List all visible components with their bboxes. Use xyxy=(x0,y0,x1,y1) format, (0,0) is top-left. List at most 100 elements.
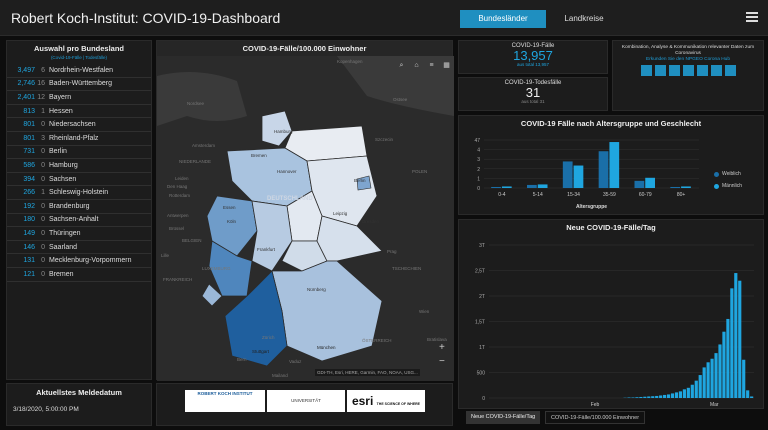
esri-logo[interactable]: esri THE SCIENCE OF WHERE xyxy=(347,390,425,412)
university-logo-text: UNIVERSITÄT xyxy=(291,398,321,403)
map-label-amsterdam: Amsterdam xyxy=(192,143,216,148)
state-name: Hessen xyxy=(49,107,73,115)
university-logo[interactable]: UNIVERSITÄT xyxy=(267,390,345,412)
y-tick-label: 4 xyxy=(477,148,480,154)
state-name: Berlin xyxy=(49,148,67,156)
map-label-denhaag: Den Haag xyxy=(167,184,188,189)
bar-weiblich xyxy=(634,180,645,188)
bar-männlich xyxy=(681,186,691,188)
x-axis-label: Altersgruppe xyxy=(576,204,607,210)
map-label-nuernberg: Nürnberg xyxy=(307,287,326,292)
daily-bar xyxy=(655,395,659,398)
hospital-icon[interactable] xyxy=(696,65,708,76)
state-row[interactable]: 731 0 Berlin xyxy=(7,146,151,160)
vehicle-icon[interactable] xyxy=(710,65,722,76)
tab-neue-faelle[interactable]: Neue COVID-19-Fälle/Tag xyxy=(466,411,541,424)
map-label-hamburg: Hamburg xyxy=(274,129,293,134)
daily-bar xyxy=(738,280,742,398)
state-row[interactable]: 801 0 Niedersachsen xyxy=(7,118,151,132)
tab-faelle-100k[interactable]: COVID-19-Fälle/100.000 Einwohner xyxy=(545,411,646,424)
daily-bar xyxy=(750,396,754,398)
state-name: Thüringen xyxy=(49,229,81,237)
npgeo-hub-link[interactable]: Erkunden Sie den NPGEO Corona Hub xyxy=(646,57,730,62)
map-state-baden-wuerttemberg xyxy=(224,270,288,367)
state-cases: 2,401 xyxy=(17,93,35,101)
daily-bar xyxy=(730,288,734,398)
daily-bar xyxy=(659,395,663,398)
map-list-icon[interactable]: ≡ xyxy=(425,59,438,72)
map-attribution: GDI-TH, Esri, HERE, Garmin, FAO, NOAA, U… xyxy=(315,369,420,376)
zoom-in-button[interactable]: + xyxy=(439,342,445,353)
daily-bar xyxy=(670,393,675,398)
state-deaths: 0 xyxy=(41,229,45,237)
x-tick-label: Feb xyxy=(591,402,600,408)
tab-landkreise[interactable]: Landkreise xyxy=(564,14,604,23)
state-name: Sachsen xyxy=(49,175,77,183)
state-name: Brandenburg xyxy=(49,202,90,210)
map-home-icon[interactable]: ⌂ xyxy=(410,59,423,72)
state-row[interactable]: 149 0 Thüringen xyxy=(7,227,151,241)
map-search-icon[interactable]: ⌕ xyxy=(395,59,408,72)
y-tick-label: 500 xyxy=(477,371,486,377)
state-cases: 813 xyxy=(23,107,35,115)
state-deaths: 1 xyxy=(41,189,45,197)
state-row[interactable]: 121 0 Bremen xyxy=(7,268,151,282)
state-row[interactable]: 3,497 6 Nordrhein-Westfalen xyxy=(7,64,151,78)
state-deaths: 1 xyxy=(41,107,45,115)
map-label-prag: Prag xyxy=(387,249,397,254)
map-label-leipzig: Leipzig xyxy=(333,211,348,216)
zoom-out-button[interactable]: − xyxy=(439,356,445,367)
hamburger-menu-icon[interactable] xyxy=(746,12,758,22)
daily-bar xyxy=(746,390,750,398)
state-row[interactable]: 2,401 12 Bayern xyxy=(7,91,151,105)
state-cases: 266 xyxy=(23,189,35,197)
state-row[interactable]: 266 1 Schleswig-Holstein xyxy=(7,186,151,200)
daily-bar xyxy=(706,362,710,398)
state-row[interactable]: 146 0 Saarland xyxy=(7,241,151,255)
map-panel[interactable]: COVID-19-Fälle/100.000 Einwohner xyxy=(156,40,454,381)
state-row[interactable]: 131 0 Mecklenburg-Vorpommern xyxy=(7,254,151,268)
state-row[interactable]: 192 0 Brandenburg xyxy=(7,200,151,214)
cases-counter-panel: COVID-19-Fälle 13,957 aus total 13,957 xyxy=(458,40,608,74)
deaths-label: COVID-19-Todesfälle xyxy=(504,80,562,86)
state-cases: 731 xyxy=(23,148,35,156)
germany-map[interactable] xyxy=(157,56,454,381)
bar-weiblich xyxy=(598,151,609,188)
map-label-luxemburg: LUXEMBURG xyxy=(202,266,231,271)
people-icon[interactable] xyxy=(668,65,680,76)
state-name: Rheinland-Pfalz xyxy=(49,134,99,142)
state-row[interactable]: 180 0 Sachsen-Anhalt xyxy=(7,214,151,228)
state-name: Schleswig-Holstein xyxy=(49,189,109,197)
state-row[interactable]: 801 3 Rheinland-Pfalz xyxy=(7,132,151,146)
header-bar: Robert Koch-Institut: COVID-19-Dashboard… xyxy=(0,0,768,36)
state-row[interactable]: 586 0 Hamburg xyxy=(7,159,151,173)
map-label-polen: POLEN xyxy=(412,169,428,174)
chart-icon[interactable] xyxy=(640,65,652,76)
daily-bar xyxy=(682,389,686,398)
health-icon[interactable] xyxy=(682,65,694,76)
daily-bar xyxy=(678,391,683,398)
state-name: Hamburg xyxy=(49,161,78,169)
map-layers-icon[interactable]: ▦ xyxy=(440,59,453,72)
map-icon[interactable] xyxy=(654,65,666,76)
x-tick-label: 35-59 xyxy=(603,192,616,198)
tab-bundeslaender[interactable]: Bundesländer xyxy=(460,10,546,28)
map-label-bruessel: Brüssel xyxy=(169,226,185,231)
y-tick-label: 3T xyxy=(479,243,485,249)
building-icon[interactable] xyxy=(724,65,736,76)
map-label-hannover: Hannover xyxy=(277,169,297,174)
bar-männlich xyxy=(609,142,620,188)
bar-männlich xyxy=(501,186,512,188)
state-row[interactable]: 2,746 16 Baden-Württemberg xyxy=(7,78,151,92)
state-row[interactable]: 813 1 Hessen xyxy=(7,105,151,119)
state-deaths: 0 xyxy=(41,216,45,224)
state-cases: 146 xyxy=(23,243,35,251)
map-label-stuttgart: Stuttgart xyxy=(252,349,270,354)
state-list-panel: Auswahl pro Bundesland (Covid-19-Fälle |… xyxy=(6,40,152,380)
state-row[interactable]: 394 0 Sachsen xyxy=(7,173,151,187)
rki-logo[interactable]: ROBERT KOCH INSTITUT xyxy=(185,390,265,412)
state-deaths: 0 xyxy=(41,148,45,156)
cases-value: 13,957 xyxy=(513,48,553,63)
map-label-zurich: Zürich xyxy=(262,335,275,340)
y-tick-label: 2 xyxy=(477,167,480,173)
